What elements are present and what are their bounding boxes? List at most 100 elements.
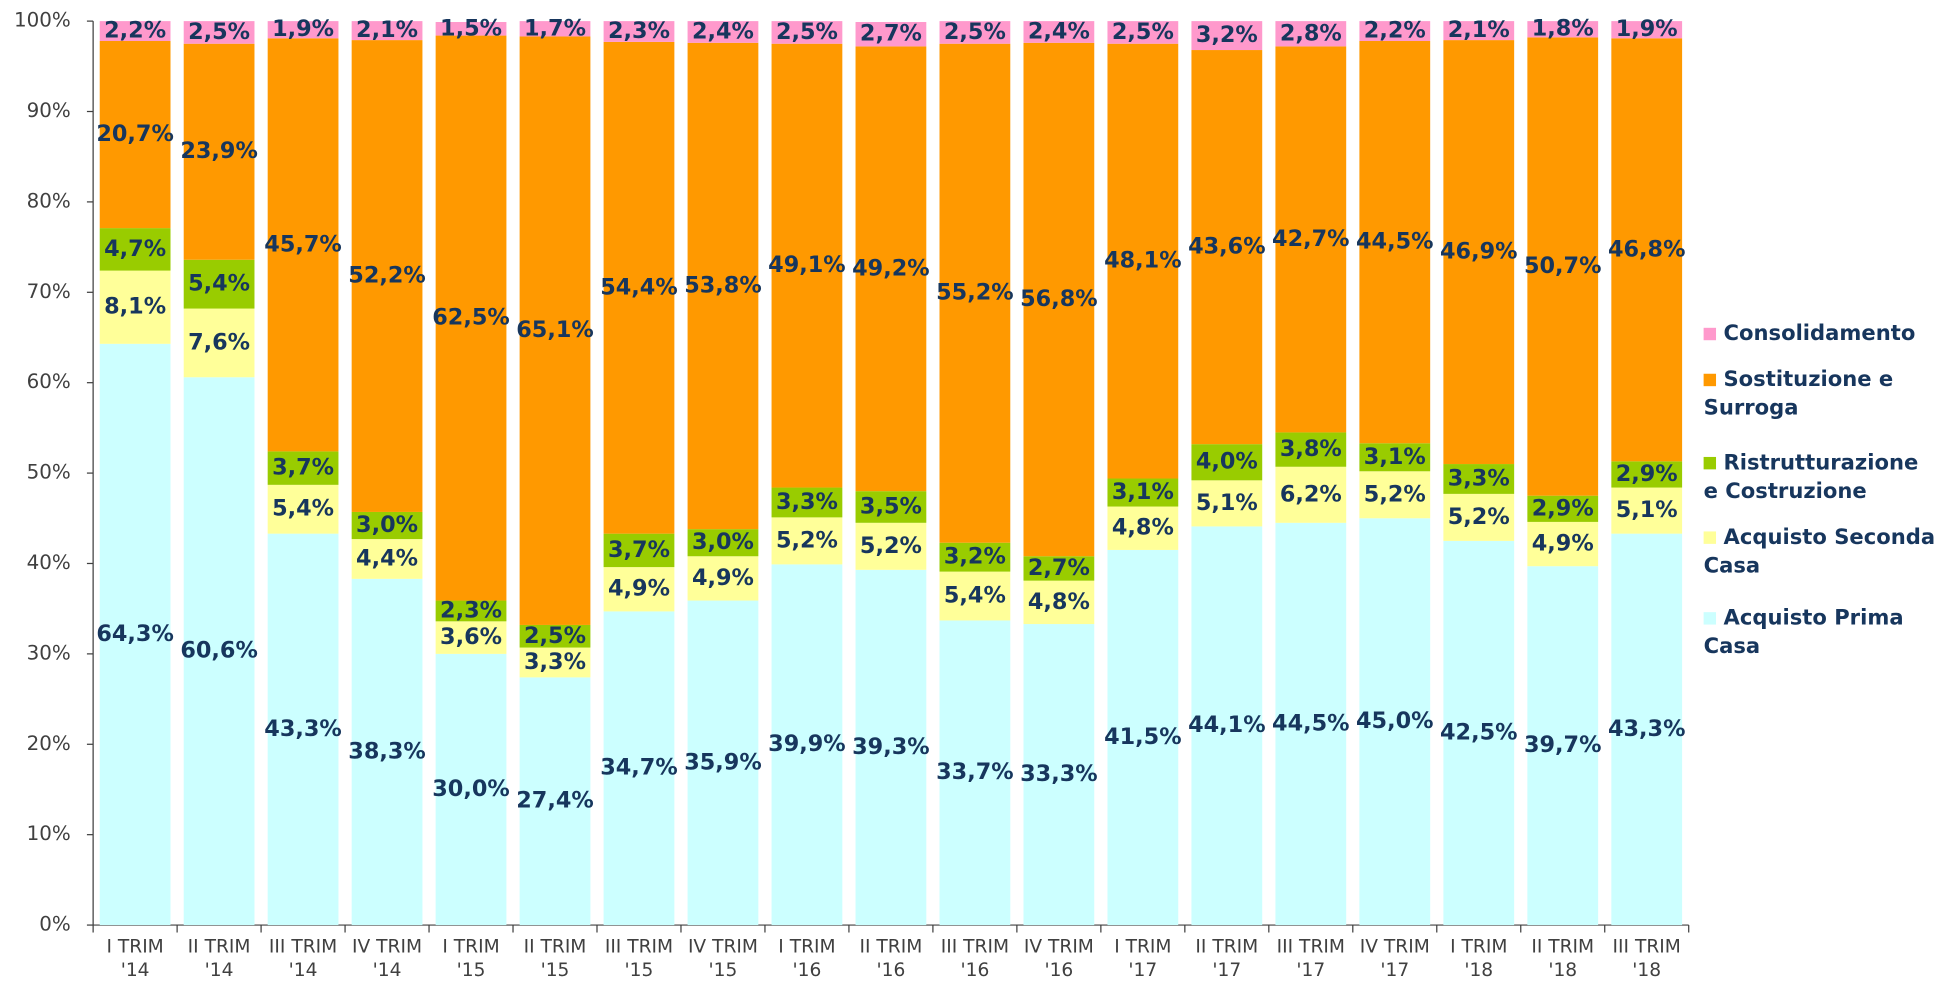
bar-segment [435,600,507,622]
value-label: 27,4% [516,788,594,814]
value-label: 3,7% [272,455,334,481]
y-tick-label: 0% [39,913,71,936]
value-label: 1,7% [524,15,586,41]
value-label: 3,1% [1364,444,1426,470]
value-label: 2,2% [104,18,166,44]
bar-segment [1443,40,1515,465]
bar-segment [1443,464,1515,494]
bar-segment [1023,580,1095,625]
bar-segment [1443,21,1515,41]
bar-segment [267,451,339,485]
value-label: 34,7% [600,755,678,781]
bar-segment [1611,38,1683,462]
x-tick-label: III TRIM '14 [268,935,338,981]
x-tick-label: II TRIM '17 [1195,935,1259,981]
value-label: 1,9% [272,16,334,42]
value-label: 5,2% [1364,481,1426,507]
legend-entry: Sostituzione e Surroga [1703,366,1940,423]
bar-segment [519,36,591,625]
bar-segment [771,43,843,488]
x-tick-label: IV TRIM '16 [1023,935,1094,981]
value-label: 8,1% [104,294,166,320]
bar-segment [603,21,675,42]
value-label: 4,8% [1112,515,1174,541]
legend-label: Ristrutturazione e Costruzione [1703,450,1919,505]
bar-segment [603,533,675,568]
bar-segment [1191,50,1263,445]
value-label: 45,0% [1356,708,1434,734]
x-tick-label: III TRIM '18 [1612,935,1681,981]
value-label: 1,8% [1532,16,1594,42]
bar-segment [1275,432,1347,467]
bar-segment [1191,21,1263,51]
value-label: 49,1% [768,252,846,278]
bar-segment [351,539,423,579]
value-label: 4,9% [608,576,670,602]
value-label: 5,1% [1196,490,1258,516]
bar-segment [1611,533,1683,926]
bar-segment [1023,556,1095,581]
value-label: 4,8% [1028,589,1090,615]
value-label: 3,1% [1112,479,1174,505]
value-label: 2,5% [944,19,1006,45]
value-label: 46,9% [1440,239,1518,265]
value-label: 4,9% [1532,531,1594,557]
y-tick-label: 40% [27,551,71,574]
value-label: 2,1% [356,17,418,43]
value-label: 2,3% [440,597,502,623]
bar-segment [99,40,171,229]
bar-segment [855,522,927,570]
value-label: 3,2% [1196,22,1258,48]
value-label: 30,0% [432,776,510,802]
bar-segment [267,38,339,452]
value-label: 20,7% [96,121,174,147]
legend-swatch [1703,327,1717,341]
bar-segment [435,35,507,601]
bar-segment [267,533,339,926]
value-label: 3,3% [1448,465,1510,491]
value-label: 2,8% [1280,20,1342,46]
value-label: 2,4% [1028,18,1090,44]
value-label: 2,5% [524,623,586,649]
value-label: 5,1% [1616,497,1678,523]
bar-segment [1275,46,1347,433]
x-tick-label: III TRIM '16 [940,935,1010,981]
legend-entry: Ristrutturazione e Costruzione [1703,449,1940,506]
legend-label: Sostituzione e Surroga [1703,367,1894,421]
bar-segment [855,569,927,926]
bar-segment [1191,444,1263,481]
value-label: 7,6% [188,329,250,355]
value-label: 35,9% [684,749,762,775]
bar-segment [183,21,255,44]
bar-segment [939,571,1011,621]
value-label: 55,2% [936,280,1014,306]
value-label: 54,4% [600,274,678,300]
bar-segment [1023,21,1095,43]
bar-segment [183,43,255,260]
bar-segment [1611,21,1683,39]
bar-segment [1527,566,1599,926]
x-tick-label: I TRIM '18 [1450,935,1508,981]
x-tick-label: III TRIM '17 [1276,935,1345,981]
bar-segment [687,529,759,557]
value-label: 2,4% [692,18,754,44]
bar-segment [687,600,759,926]
bar-segment [1443,540,1515,926]
value-label: 38,3% [348,738,426,764]
value-label: 44,5% [1272,710,1350,736]
legend-entry: Acquisto Prima Casa [1703,605,1940,662]
value-label: 2,2% [1364,18,1426,44]
value-label: 43,3% [264,716,342,742]
bar-segment [1275,522,1347,926]
y-tick-label: 20% [27,732,71,755]
bar-segment [939,43,1011,543]
value-label: 5,4% [944,583,1006,609]
bar-segment [939,620,1011,926]
bar-segment [855,491,927,523]
x-tick-label: I TRIM '15 [442,935,500,981]
value-label: 60,6% [180,638,258,664]
bar-segment [351,40,423,512]
value-label: 45,7% [264,231,342,257]
x-tick-label: I TRIM '14 [106,935,164,981]
